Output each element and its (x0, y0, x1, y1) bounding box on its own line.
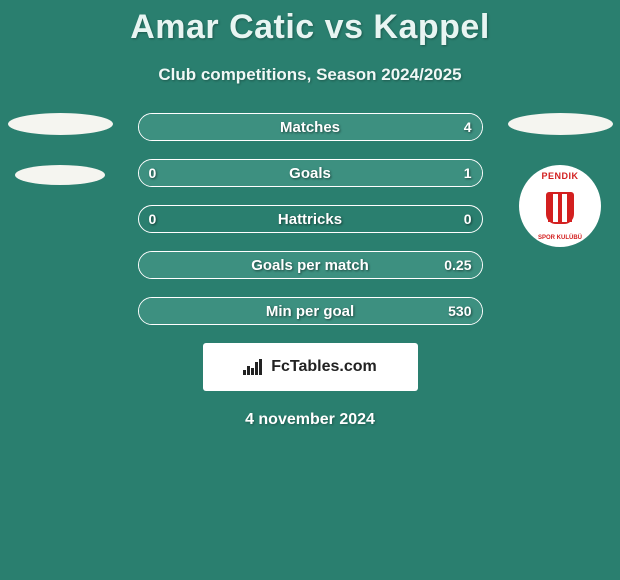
badge-shield-icon (546, 192, 574, 224)
stat-bar-row: 0Goals1 (138, 159, 483, 187)
club-badge-pendik: PENDIK SPOR KULÜBÜ (519, 165, 601, 247)
left-placeholder-1 (8, 113, 113, 135)
page-title: Amar Catic vs Kappel (0, 0, 620, 47)
right-player-col: PENDIK SPOR KULÜBÜ (500, 113, 620, 247)
bar-label: Matches (139, 114, 482, 140)
right-placeholder-1 (508, 113, 613, 135)
bar-value-right: 530 (448, 298, 471, 324)
bar-value-right: 4 (464, 114, 472, 140)
bar-label: Hattricks (139, 206, 482, 232)
stat-bar-row: 0Hattricks0 (138, 205, 483, 233)
stat-bar-row: Matches4 (138, 113, 483, 141)
subtitle: Club competitions, Season 2024/2025 (0, 65, 620, 85)
bar-label: Goals per match (139, 252, 482, 278)
bar-label: Min per goal (139, 298, 482, 324)
bar-value-right: 1 (464, 160, 472, 186)
logo-text: FcTables.com (271, 358, 377, 376)
left-placeholder-2 (15, 165, 105, 185)
bar-value-right: 0 (464, 206, 472, 232)
bar-chart-icon (243, 359, 265, 375)
fctables-logo[interactable]: FcTables.com (203, 343, 418, 391)
bar-value-right: 0.25 (444, 252, 471, 278)
stat-bar-row: Goals per match0.25 (138, 251, 483, 279)
footer-date: 4 november 2024 (0, 411, 620, 429)
badge-bottom-text: SPOR KULÜBÜ (538, 235, 582, 241)
stat-bars: Matches40Goals10Hattricks0Goals per matc… (138, 113, 483, 325)
stat-bar-row: Min per goal530 (138, 297, 483, 325)
comparison-content: PENDIK SPOR KULÜBÜ Matches40Goals10Hattr… (0, 113, 620, 325)
badge-top-text: PENDIK (530, 171, 590, 181)
left-player-col (0, 113, 120, 215)
bar-label: Goals (139, 160, 482, 186)
